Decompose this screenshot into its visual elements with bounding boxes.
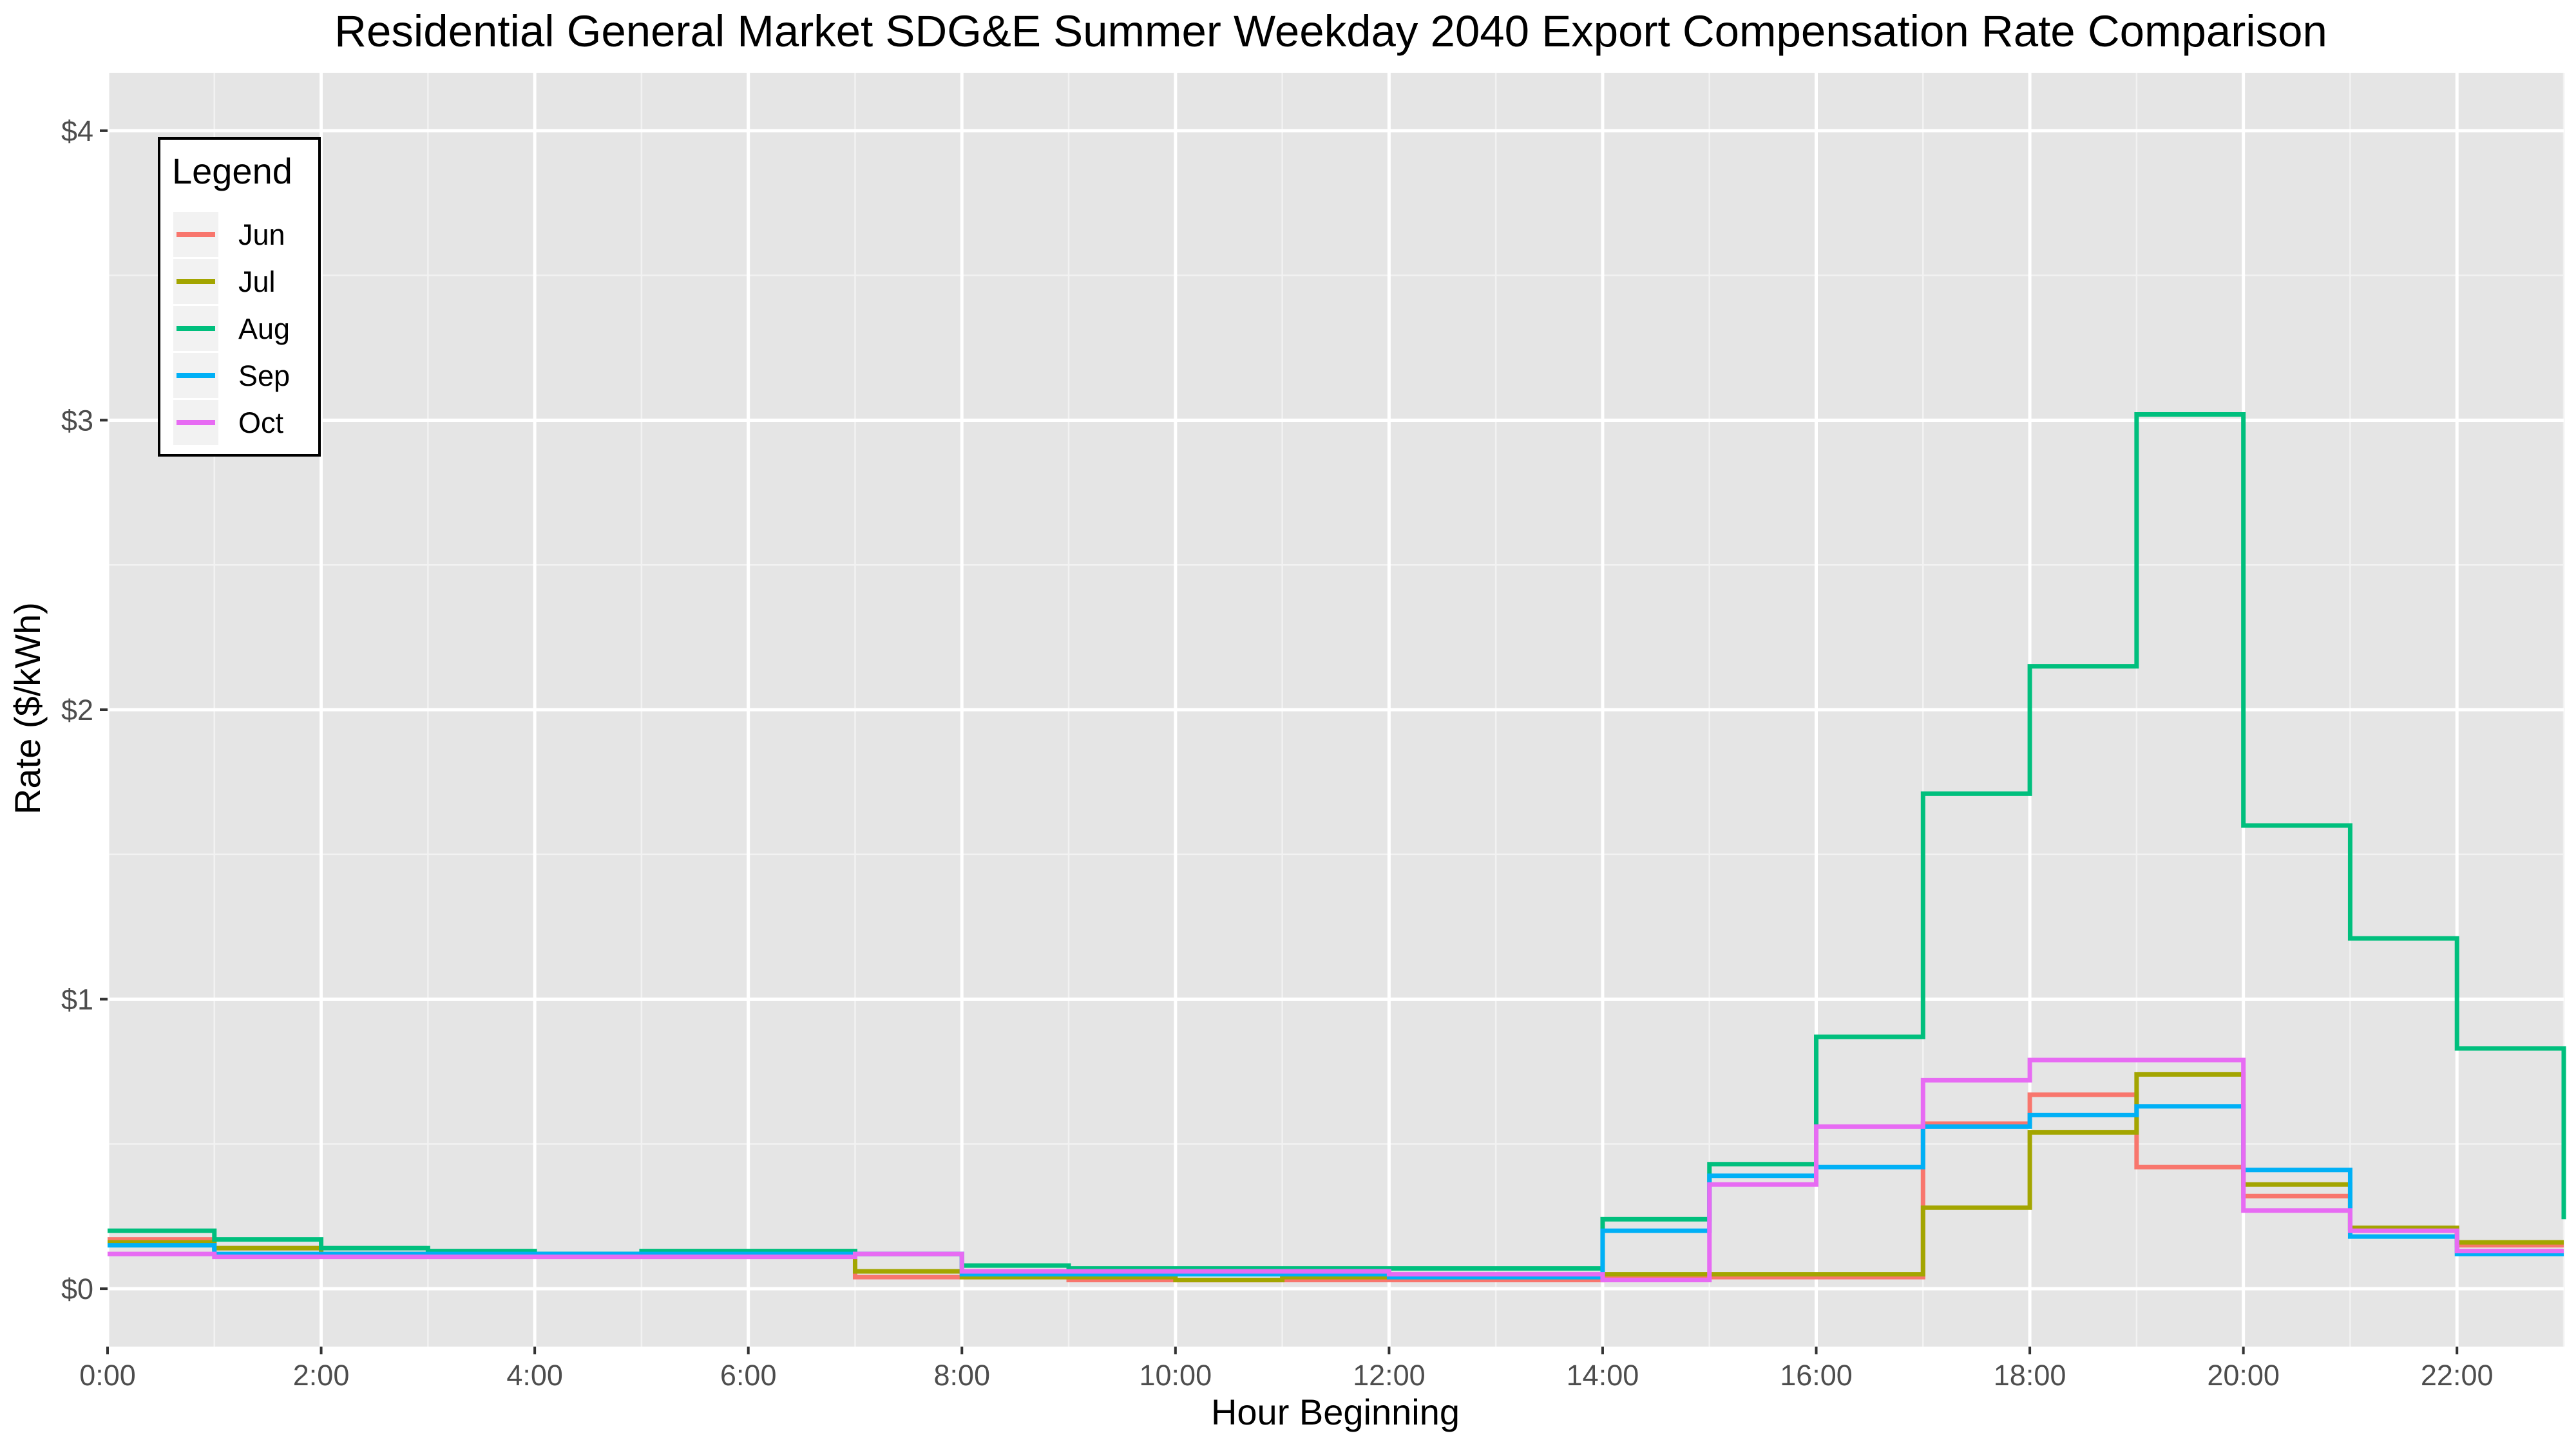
- x-axis: 0:00 2:00 4:00 6:00 8:00 10:00 12:00 14:00 16:00…: [79, 1347, 2494, 1392]
- series-line-aug: [108, 412, 2566, 1271]
- x-tick-label: 4:00: [506, 1359, 563, 1392]
- chart-title: Residential General Market SDG&E Summer …: [334, 6, 2327, 56]
- x-tick-label: 16:00: [1780, 1359, 1853, 1392]
- legend-label-oct: Oct: [238, 406, 284, 439]
- series-lines: [108, 412, 2566, 1283]
- y-tick-label: $1: [61, 983, 93, 1016]
- y-tick-label: $4: [61, 115, 93, 147]
- x-tick-label: 20:00: [2207, 1359, 2280, 1392]
- x-tick-label: 6:00: [720, 1359, 777, 1392]
- y-tick-label: $2: [61, 694, 93, 726]
- x-tick-label: 22:00: [2421, 1359, 2494, 1392]
- x-tick-label: 18:00: [1994, 1359, 2066, 1392]
- x-axis-title: Hour Beginning: [1211, 1392, 1460, 1432]
- x-tick-label: 10:00: [1140, 1359, 1212, 1392]
- legend-label-sep: Sep: [238, 359, 290, 392]
- y-tick-label: $3: [61, 404, 93, 437]
- legend-label-jun: Jun: [238, 218, 285, 251]
- legend: Legend Jun Jul Aug Sep Oct: [158, 137, 321, 457]
- y-tick-label: $0: [61, 1273, 93, 1305]
- x-tick-label: 2:00: [293, 1359, 350, 1392]
- x-tick-label: 8:00: [933, 1359, 990, 1392]
- legend-label-jul: Jul: [238, 265, 276, 298]
- legend-items: Jun Jul Aug Sep Oct: [173, 212, 290, 445]
- y-axis-title: Rate ($/kWh): [7, 602, 48, 815]
- x-tick-label: 14:00: [1567, 1359, 1639, 1392]
- x-tick-label: 0:00: [79, 1359, 136, 1392]
- x-tick-label: 12:00: [1353, 1359, 1426, 1392]
- legend-label-aug: Aug: [238, 312, 290, 345]
- legend-title: Legend: [172, 151, 292, 191]
- y-axis: $0 $1 $2 $3 $4: [61, 115, 108, 1305]
- series-line-oct: [108, 1057, 2564, 1283]
